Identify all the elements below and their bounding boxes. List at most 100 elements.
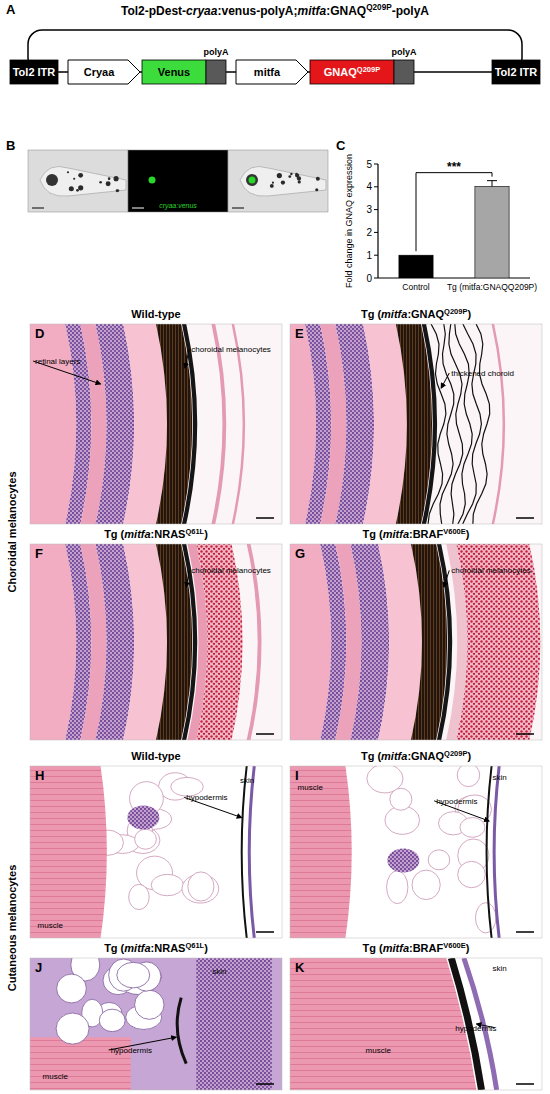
scale-bar	[256, 1083, 274, 1085]
text-part: mitfa	[124, 942, 150, 954]
text-part: Q209P	[366, 3, 392, 12]
text-part: Tol2 ITR	[495, 66, 538, 78]
annotation: hypodermis	[455, 1024, 496, 1033]
histology-image	[30, 324, 282, 524]
text-part: Wild-type	[131, 308, 180, 320]
panel-letter: G	[295, 546, 305, 561]
adipocyte	[428, 850, 450, 870]
annotation: choroidal melanocytes	[191, 566, 271, 575]
melanophore	[315, 188, 318, 191]
image-frame	[290, 766, 542, 938]
element-label: Venus	[158, 66, 190, 78]
scale-bar	[516, 517, 534, 519]
panel-header: Tg (mitfa:GNAQQ209P)	[361, 749, 471, 762]
image-frame	[30, 544, 282, 740]
melanophore	[114, 176, 119, 181]
error-cap	[487, 180, 497, 181]
choroid-fold	[455, 324, 472, 524]
annotation: skin	[240, 776, 254, 785]
y-tick-label: 2	[366, 227, 372, 238]
panel-header: Wild-type	[131, 750, 180, 762]
text-part: Tg (	[363, 942, 383, 954]
text-part: :GNAQ	[326, 4, 366, 18]
tissue-layer	[492, 324, 506, 524]
panel-letter: J	[35, 960, 42, 975]
element-label: Tol2 ITR	[13, 66, 56, 78]
melanophore	[270, 184, 274, 188]
text-part: Q61L	[185, 527, 204, 536]
tissue-layer	[182, 324, 197, 524]
panel-header: Tg (mitfa:BRAFV600E)	[363, 527, 470, 540]
promoter-arrow	[68, 60, 140, 84]
annotation-arrow	[185, 349, 189, 368]
element-label: polyA	[203, 47, 229, 57]
panel-header: Wild-type	[131, 308, 180, 320]
melanophore	[76, 189, 79, 192]
text-part: mitfa	[254, 66, 281, 78]
tissue-layer	[411, 544, 447, 740]
text-part: mitfa	[383, 942, 409, 954]
panel-letter: F	[35, 546, 43, 561]
histology-image	[30, 544, 282, 740]
panel-letter: I	[295, 768, 299, 783]
muscle	[290, 766, 352, 938]
construct-element	[394, 60, 414, 84]
bar	[475, 186, 509, 278]
panel-letter: C	[336, 138, 346, 153]
choroid-fold	[428, 324, 446, 524]
text-part: Venus	[158, 66, 190, 78]
melanophore	[69, 186, 74, 191]
tissue-layer	[378, 544, 422, 740]
text-part: )	[466, 942, 470, 954]
image-frame	[30, 766, 282, 938]
scale-bar	[32, 208, 44, 209]
construct-element	[310, 60, 394, 84]
melanophore	[78, 185, 83, 190]
adipocyte	[387, 871, 408, 904]
panel-letter: E	[295, 326, 304, 341]
annotation: hypodermis	[186, 793, 227, 802]
adipocyte	[99, 1009, 125, 1031]
melanophore	[272, 182, 274, 184]
annotation-arrow	[441, 373, 449, 388]
text-part: Q61L	[185, 941, 204, 950]
element-label: GNAQQ209P	[324, 65, 380, 78]
melanophore	[298, 180, 301, 183]
y-tick-label: 4	[366, 181, 372, 192]
plasmid-title: Tol2-pDest-cryaa:venus-polyA;mitfa:GNAQQ…	[121, 3, 429, 18]
tissue-layer	[156, 324, 192, 524]
adipocyte	[135, 990, 164, 1019]
adipocyte	[188, 872, 214, 901]
x-tick-label: Tg (mitfa:GNAQQ209P)	[447, 282, 537, 292]
hypodermis-pigment	[177, 998, 186, 1064]
text-part: -polyA	[392, 4, 430, 18]
adipocyte	[412, 870, 440, 900]
section-label: Choroidal melanocytes	[6, 471, 18, 592]
choroid-fold	[449, 324, 463, 524]
text-part: Q209P	[357, 65, 380, 74]
text-part: Tol2 ITR	[13, 66, 56, 78]
text-part: Q209P	[444, 307, 467, 316]
melanophore	[277, 173, 282, 178]
text-part: )	[467, 308, 471, 320]
melanophore	[290, 173, 292, 175]
epidermis	[249, 766, 254, 938]
tissue-layer	[30, 324, 76, 524]
construct-element	[206, 60, 226, 84]
image-frame	[290, 958, 542, 1090]
bars	[399, 181, 509, 278]
muscle	[30, 766, 107, 938]
scale-bar	[132, 208, 144, 209]
melanophore	[106, 181, 111, 186]
scale-bar	[516, 733, 534, 735]
text-part: Tg (	[104, 942, 124, 954]
tissue-layer	[211, 324, 226, 524]
melanophore	[108, 177, 111, 180]
venus-signal	[249, 177, 256, 184]
background	[290, 958, 542, 1090]
text-part: )	[204, 528, 208, 540]
tissue-layer	[30, 544, 76, 740]
adipocyte	[129, 884, 150, 909]
text-part: Tg (	[104, 528, 124, 540]
y-axis	[377, 164, 378, 278]
